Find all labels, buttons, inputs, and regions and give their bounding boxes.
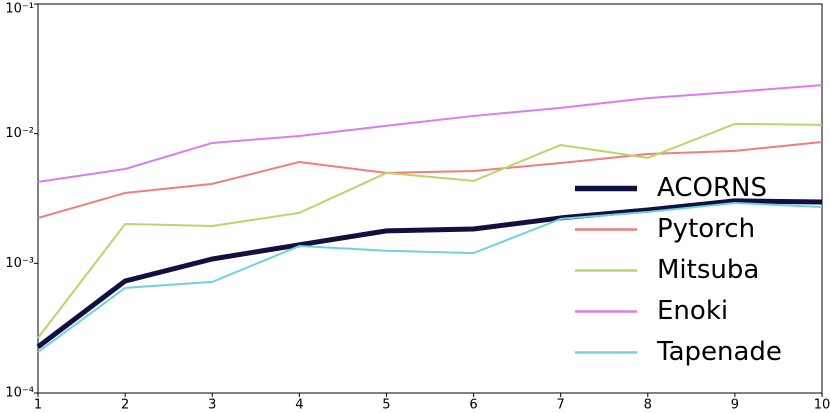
x-tick-label: 6	[469, 398, 477, 413]
x-tick-label: 9	[731, 398, 739, 413]
legend-label: Enoki	[657, 296, 728, 326]
legend-label: Tapenade	[656, 337, 782, 367]
series-line	[37, 84, 823, 183]
y-tick-label: 10⁻³	[5, 256, 34, 271]
plot-frame	[37, 3, 823, 394]
series-line	[37, 122, 823, 339]
legend-label: ACORNS	[657, 173, 767, 203]
x-tick-label: 4	[295, 398, 303, 413]
x-tick-label: 5	[382, 398, 390, 413]
x-tick-label: 2	[121, 398, 129, 413]
legend-label: Mitsuba	[657, 255, 759, 285]
series-line	[36, 198, 823, 349]
legend-label: Pytorch	[657, 214, 755, 244]
x-tick-label: 1	[34, 398, 42, 413]
x-tick-label: 3	[208, 398, 216, 413]
x-tick-label: 7	[557, 398, 565, 413]
series-line	[37, 201, 823, 353]
x-tick-label: 10	[814, 398, 830, 413]
y-tick-label: 10⁻²	[5, 126, 34, 141]
x-tick-label: 8	[644, 398, 652, 413]
series-line	[37, 140, 823, 219]
y-tick-label: 10⁻¹	[5, 2, 34, 17]
y-tick-label: 10⁻⁴	[5, 386, 34, 401]
